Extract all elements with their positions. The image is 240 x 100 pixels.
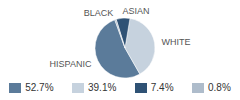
html-text:52.7%: 52.7% — [25, 82, 54, 93]
html-text:39.1%: 39.1% — [88, 82, 117, 93]
svg-text:BLACK: BLACK — [84, 8, 114, 18]
svg-text:ASIAN: ASIAN — [123, 6, 150, 16]
svg-text:HISPANIC: HISPANIC — [50, 59, 92, 69]
html-text:7.4%: 7.4% — [150, 82, 174, 93]
html-text:0.8%: 0.8% — [208, 82, 231, 93]
svg-text:WHITE: WHITE — [161, 37, 190, 47]
